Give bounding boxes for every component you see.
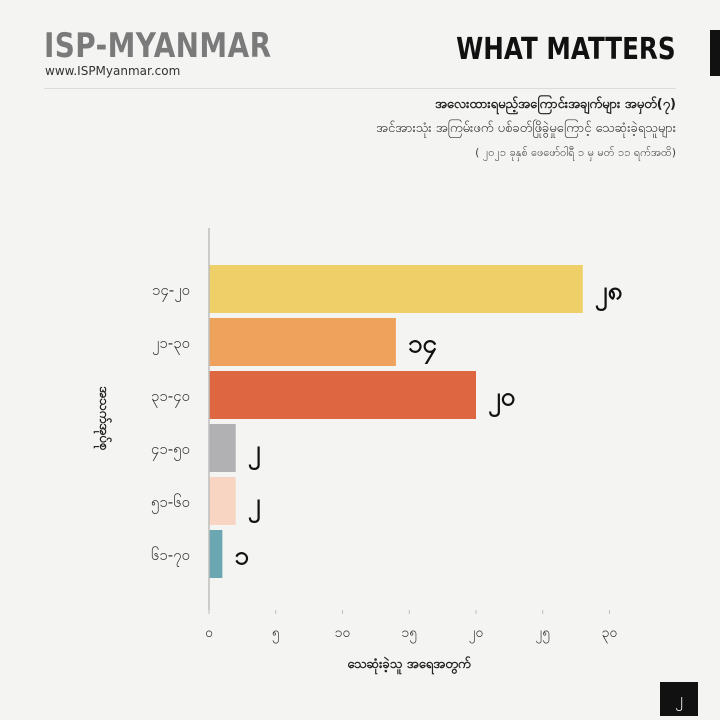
x-axis-title: သေဆုံးခဲ့သူ အရေအတွက်: [347, 655, 470, 675]
value-label: ၂၀: [488, 382, 516, 418]
header-divider: [44, 88, 676, 89]
x-tick-label: ၂၀: [469, 625, 484, 643]
category-label: ၃၁-၄၀: [151, 387, 190, 408]
category-label: ၆၁-၇၀: [151, 546, 190, 567]
chart-date-range: ( ၂၀၂၁ ခုနှစ် ဖေဖော်ဝါရီ ၁ မှ မတ် ၁၁ ရက်…: [475, 146, 676, 159]
x-tick-label: ၁၅: [401, 625, 417, 643]
chart-title: အလေးထားရမည့်အကြောင်းအချက်များ အမှတ်(၇): [434, 97, 676, 112]
value-label: ၂၈: [595, 276, 623, 312]
bar-4: [209, 424, 236, 472]
value-label: ၁: [234, 541, 249, 571]
bar-5: [209, 477, 236, 525]
x-tick-label: ၅: [272, 625, 280, 643]
value-label: ၁၄: [408, 329, 437, 365]
value-label: ၂: [248, 488, 261, 524]
bar-3: [209, 371, 476, 419]
x-tick-label: ၃၀: [602, 625, 618, 643]
category-label: ၁၄-၂၀: [152, 281, 190, 302]
value-label: ၂: [248, 435, 261, 471]
x-tick-label: ၂၅: [535, 625, 550, 643]
brand-logo-text: ISP-MYANMAR: [44, 26, 272, 66]
x-tick-label: ၁၀: [335, 625, 351, 641]
bar-1: [209, 265, 583, 313]
category-label: ၄၁-၅၀: [151, 440, 190, 461]
x-tick-label: ၀: [205, 625, 213, 641]
bar-6: [209, 530, 223, 578]
section-marker-bar: [710, 30, 720, 76]
category-label: ၂၁-၃၀: [152, 334, 190, 355]
category-label: ၅၁-၆၀: [151, 493, 190, 514]
website-url[interactable]: www.ISPMyanmar.com: [45, 64, 181, 78]
chart-subtitle: အင်အားသုံး အကြမ်းဖက် ပစ်ခတ်ဖြိုခွဲမှုကြေ…: [376, 121, 676, 136]
bar-2: [209, 318, 396, 366]
page-number: ၂: [660, 682, 698, 716]
section-title: WHAT MATTERS: [456, 32, 676, 67]
y-axis-title: အသက်အုပ်စု: [93, 386, 113, 451]
